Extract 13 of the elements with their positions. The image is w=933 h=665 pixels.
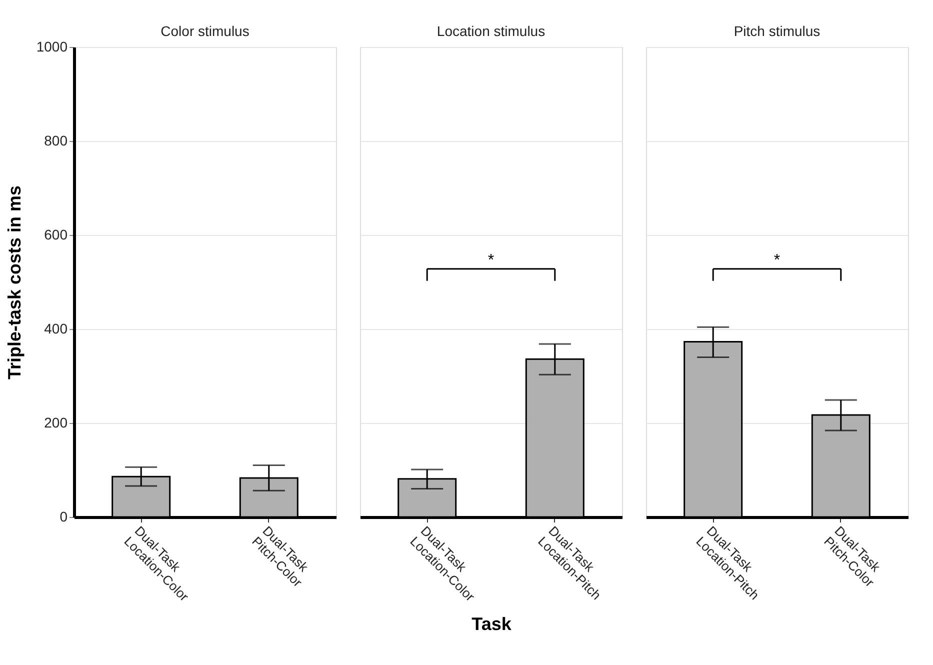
y-tick-label: 1000: [36, 38, 68, 54]
annotation: *: [488, 252, 494, 269]
y-tick-label: 400: [44, 320, 68, 336]
chart-title: Pitch stimulus: [734, 23, 820, 39]
y-tick-label: 800: [44, 132, 68, 148]
y-tick-label: 0: [60, 508, 68, 524]
chart-title: Color stimulus: [160, 23, 250, 39]
chart-title: Location stimulus: [436, 23, 546, 39]
y-tick-label: 600: [44, 226, 68, 242]
y-tick-label: 200: [44, 414, 68, 430]
annotation: *: [774, 252, 780, 269]
y-axis-title: Triple-task costs in ms: [4, 185, 24, 380]
x-axis-title: Task: [472, 614, 512, 634]
